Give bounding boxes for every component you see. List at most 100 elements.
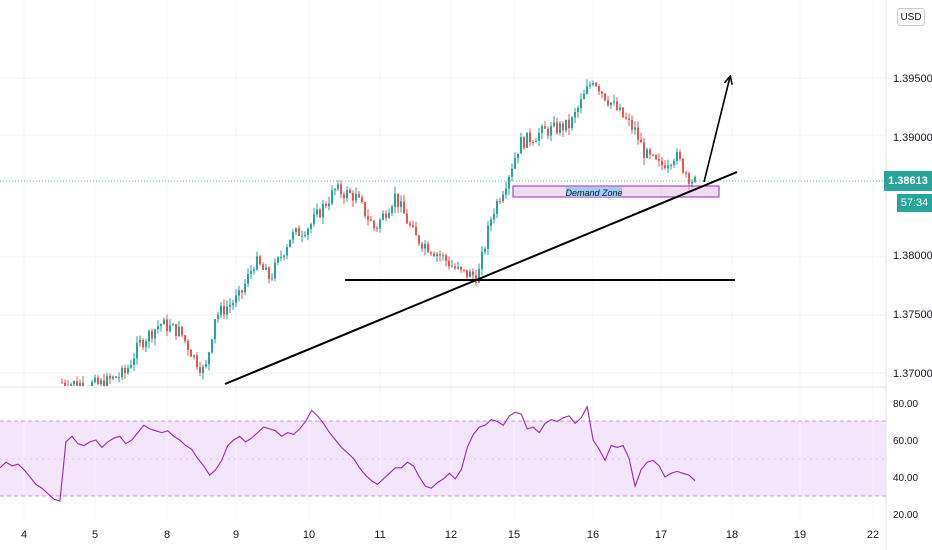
candle-body [646, 149, 648, 159]
candle-body [505, 188, 507, 195]
candle-body [424, 243, 426, 249]
candle-body [295, 228, 297, 233]
candle-body [112, 376, 114, 379]
candle-body [271, 278, 273, 280]
candle-body [379, 219, 381, 229]
candle-body [607, 100, 609, 105]
candle-body [199, 367, 201, 373]
candle-body [604, 93, 606, 101]
candle-body [496, 201, 498, 214]
candle-body [244, 283, 246, 293]
candle-body [166, 319, 168, 332]
candle-body [427, 243, 429, 253]
candle-body [349, 190, 351, 193]
candle-body [115, 376, 117, 378]
candle-body [289, 239, 291, 248]
candle-body [601, 91, 603, 94]
currency-button[interactable]: USD [897, 8, 925, 26]
candle-body [364, 202, 366, 217]
candle-body [280, 257, 282, 259]
candle-body [517, 153, 519, 159]
time-tick-label: 9 [233, 529, 239, 541]
candle-body [355, 194, 357, 201]
rsi-tick-label: 40.00 [893, 473, 918, 484]
candle-body [361, 197, 363, 203]
time-tick-label: 4 [21, 529, 27, 541]
candle-body [253, 269, 255, 272]
candle-body [580, 99, 582, 108]
candle-body [145, 341, 147, 348]
candle-body [193, 355, 195, 357]
candle-body [88, 389, 90, 390]
candle-body [478, 268, 480, 283]
candle-body [310, 224, 312, 229]
candle-body [178, 326, 180, 336]
candle-body [190, 349, 192, 357]
candle-body [643, 142, 645, 159]
trendline[interactable] [224, 171, 738, 385]
candles [61, 79, 696, 390]
candle-body [304, 235, 306, 237]
candle-body [679, 152, 681, 159]
candle-body [91, 381, 93, 386]
candle-body [610, 102, 612, 105]
current-price-badge: 1.38613 [884, 171, 932, 191]
candle-body [124, 367, 126, 374]
time-tick-label: 11 [374, 529, 385, 541]
rsi-line [0, 405, 696, 502]
candle-body [511, 168, 513, 177]
candle-body [217, 314, 219, 320]
candle-body [262, 264, 264, 270]
candle-body [358, 194, 360, 198]
candle-body [370, 219, 372, 221]
candle-body [499, 201, 501, 203]
candle-body [130, 364, 132, 368]
candle-body [577, 107, 579, 113]
candle-body [157, 326, 159, 330]
candle-body [313, 214, 315, 225]
candle-body [256, 256, 258, 270]
candle-body [73, 381, 75, 385]
candle-body [658, 159, 660, 161]
candle-body [439, 254, 441, 256]
candle-body [163, 319, 165, 325]
candle-body [562, 123, 564, 131]
candle-body [571, 117, 573, 129]
time-tick-label: 19 [794, 529, 806, 541]
candle-body [187, 340, 189, 350]
candle-body [214, 319, 216, 340]
candle-body [220, 305, 222, 315]
candle-body [589, 84, 591, 87]
candle-body [373, 220, 375, 228]
candle-body [325, 203, 327, 207]
candle-body [70, 384, 72, 386]
candle-body [436, 254, 438, 257]
candle-body [685, 172, 687, 174]
time-tick-label: 8 [164, 529, 170, 541]
candle-body [226, 306, 228, 315]
candle-body [406, 213, 408, 224]
candle-body [655, 155, 657, 160]
candle-body [286, 247, 288, 256]
candle-body [541, 126, 543, 134]
candle-body [529, 132, 531, 143]
candle-body [451, 266, 453, 268]
candle-body [94, 377, 96, 382]
candle-body [160, 324, 162, 327]
candle-body [535, 141, 537, 143]
candle-body [139, 339, 141, 343]
candle-body [61, 382, 63, 384]
time-tick-label: 15 [508, 529, 520, 541]
forecast-arrow[interactable] [703, 77, 730, 183]
candle-body [232, 303, 234, 305]
candle-body [223, 305, 225, 315]
candle-body [169, 325, 171, 332]
candle-body [127, 367, 129, 374]
candle-body [514, 158, 516, 169]
candle-body [550, 126, 552, 136]
candle-body [586, 86, 588, 94]
rsi-axis: 80.00 60.00 40.00 20.00 [893, 399, 918, 521]
time-tick-label: 5 [92, 529, 98, 541]
price-tick-label: 1.38000 [893, 250, 932, 262]
candle-body [583, 93, 585, 100]
